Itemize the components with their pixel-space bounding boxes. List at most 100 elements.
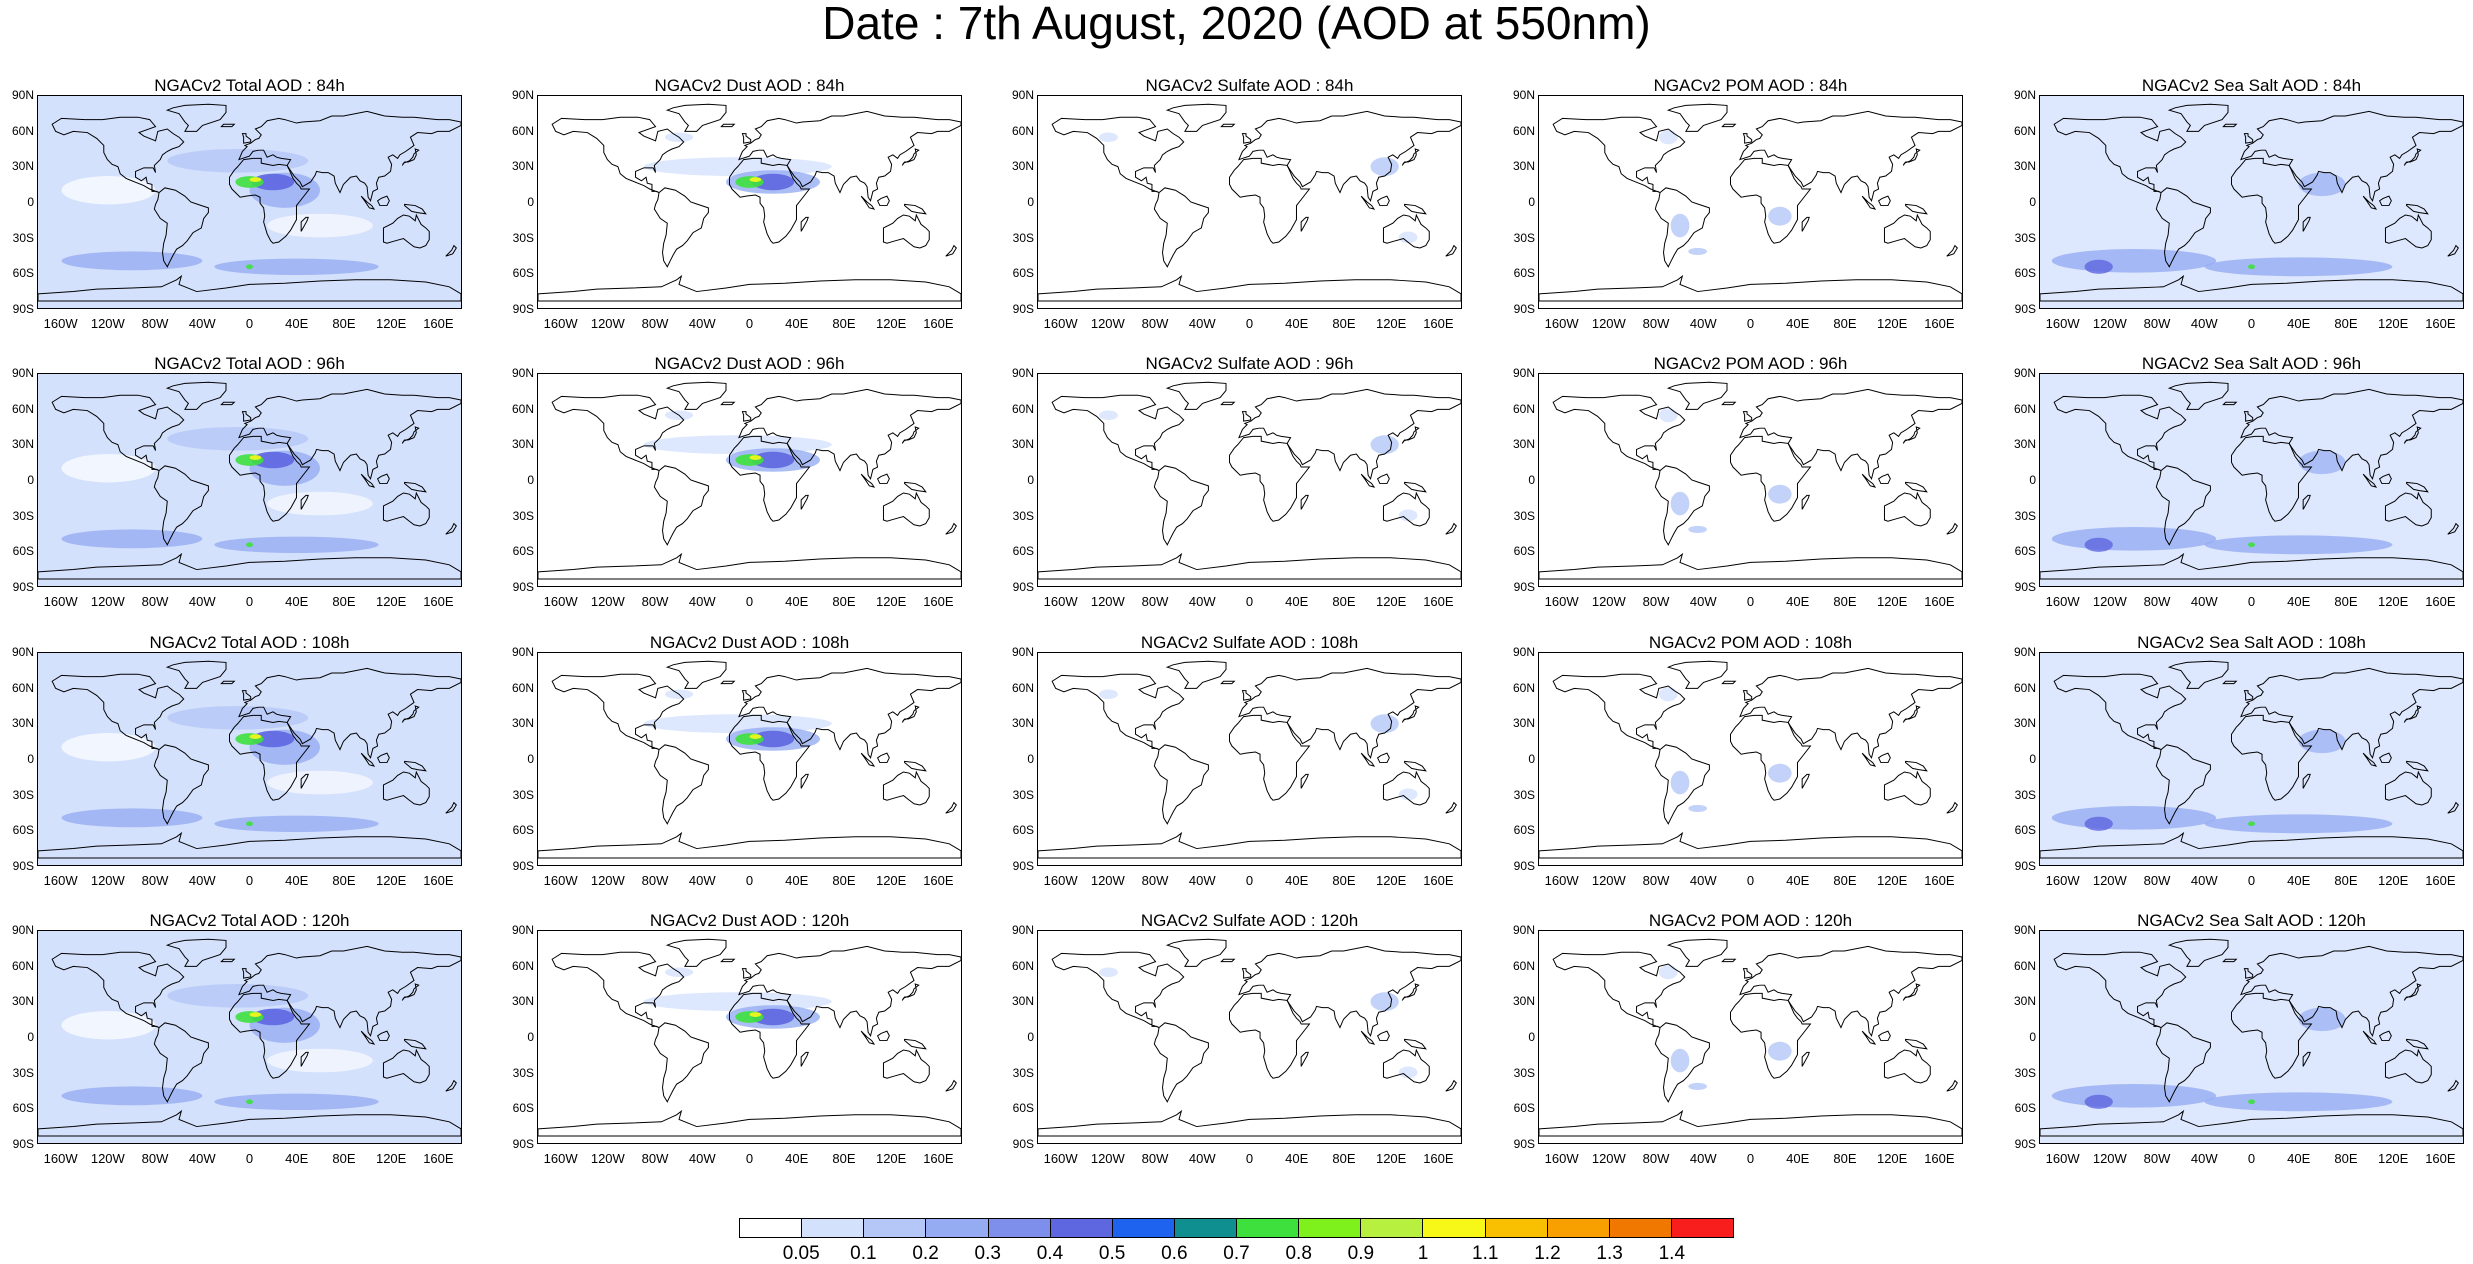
coastline: [653, 465, 709, 546]
latitude-tick-label: 90S: [1012, 302, 1034, 316]
coastline: [945, 522, 957, 535]
aod-plume: [1688, 1082, 1708, 1090]
longitude-tick-label: 40W: [2190, 873, 2218, 888]
coastline: [1801, 1051, 1810, 1067]
longitude-tick-label: 40E: [785, 594, 809, 609]
coastline: [2384, 770, 2432, 806]
coastline: [1729, 157, 1812, 244]
longitude-tick-label: 160E: [423, 594, 454, 609]
colorbar-cell: [1361, 1219, 1424, 1237]
longitude-tick-label: 40E: [785, 1151, 809, 1166]
coastline: [1241, 968, 1252, 979]
map-frame: [37, 95, 462, 309]
longitude-tick-label: 160W: [1043, 316, 1078, 331]
coastline: [376, 1030, 390, 1042]
coastline: [741, 411, 752, 422]
longitude-tick-label: 0: [1245, 873, 1254, 888]
longitude-tick-label: 120W: [1090, 873, 1125, 888]
latitude-tick-label: 30S: [1513, 230, 1535, 245]
latitude-tick-label: 90N: [2013, 645, 2036, 659]
aod-clear-area: [267, 770, 373, 795]
coastline: [1153, 1022, 1209, 1103]
coastline: [1401, 426, 1420, 444]
latitude-tick-label: 0: [527, 195, 534, 209]
map-panel: NGACv2 POM AOD : 96h: [1538, 354, 1963, 594]
coastline: [1739, 110, 1962, 203]
coastline: [2240, 945, 2463, 1038]
latitude-tick-label: 30N: [11, 994, 34, 1009]
aod-plume: [251, 451, 295, 469]
longitude-tick-label: 80E: [1833, 1151, 1857, 1166]
aod-plume-high: [2248, 542, 2255, 548]
latitude-tick-label: 90S: [1012, 859, 1034, 873]
aod-plume-high: [246, 821, 253, 827]
aod-background-field: [2040, 96, 2463, 308]
latitude-tick-label: 90N: [1011, 923, 1034, 937]
latitude-tick-label: 90N: [2013, 923, 2036, 937]
longitude-tick-label: 80E: [1332, 873, 1356, 888]
latitude-tick-label: 60N: [511, 123, 534, 138]
longitude-tick-label: 0: [245, 316, 254, 331]
longitude-tick-label: 160E: [1924, 1151, 1955, 1166]
latitude-tick-label: 30N: [1512, 716, 1535, 731]
longitude-tick-label: 40W: [688, 594, 716, 609]
coastline: [1300, 773, 1309, 789]
longitude-tick-label: 120E: [1375, 594, 1407, 609]
longitude-tick-label: 160E: [423, 316, 454, 331]
longitude-tick-label: 80E: [332, 873, 356, 888]
aod-plume: [1398, 231, 1418, 244]
coastline: [2403, 148, 2422, 166]
longitude-tick-label: 80W: [1141, 594, 1169, 609]
longitude-tick-label: 40W: [1689, 316, 1717, 331]
coastline: [1946, 801, 1958, 814]
map-panel: NGACv2 Dust AOD : 108h: [537, 633, 962, 873]
latitude-tick-label: 30S: [2014, 787, 2036, 802]
coastline: [2243, 411, 2254, 422]
main-title: Date : 7th August, 2020 (AOD at 550nm): [822, 0, 1651, 49]
latitude-tick-label: 60S: [1012, 266, 1034, 281]
coastline: [2230, 714, 2313, 801]
world-map: [38, 96, 461, 308]
aod-plume-peak: [749, 177, 762, 182]
longitude-tick-label: 40W: [1188, 316, 1216, 331]
coastline: [2230, 435, 2313, 522]
coastline: [860, 195, 876, 210]
coastline: [1165, 660, 1227, 689]
longitude-tick-label: 120W: [1090, 1151, 1125, 1166]
aod-plume-high: [246, 1099, 253, 1105]
latitude-tick-label: 30N: [511, 716, 534, 731]
latitude-tick-label: 60S: [1012, 1101, 1034, 1116]
coastline: [882, 213, 930, 249]
longitude-tick-label: 160E: [2425, 873, 2456, 888]
longitude-tick-label: 40W: [188, 1151, 216, 1166]
map-panel: NGACv2 Total AOD : 120h: [37, 911, 462, 1151]
coastline: [2240, 110, 2463, 203]
panel-title: NGACv2 Sea Salt AOD : 120h: [2137, 911, 2366, 930]
longitude-tick-label: 0: [2247, 594, 2256, 609]
coastline: [238, 667, 461, 760]
coastline: [1051, 673, 1185, 751]
coastline: [1552, 673, 1686, 751]
longitude-tick-label: 120W: [2092, 594, 2127, 609]
panel-title: NGACv2 Total AOD : 84h: [154, 76, 345, 95]
coastline: [945, 1079, 957, 1092]
aod-plume: [1670, 491, 1690, 516]
map-frame: [1538, 95, 1963, 309]
coastline: [720, 401, 736, 406]
coastline: [2230, 157, 2313, 244]
map-frame: [537, 95, 962, 309]
coastline: [720, 123, 736, 128]
aod-plume: [1398, 788, 1418, 801]
latitude-tick-label: 90N: [1512, 366, 1535, 380]
world-map: [538, 660, 961, 859]
latitude-tick-label: 90N: [511, 645, 534, 659]
coastline: [876, 195, 890, 207]
longitude-tick-label: 120E: [1375, 873, 1407, 888]
coastline: [1445, 244, 1457, 257]
coastline: [1382, 213, 1430, 249]
latitude-tick-label: 60N: [11, 680, 34, 695]
latitude-tick-label: 0: [27, 473, 34, 487]
coastline: [1360, 1030, 1376, 1045]
coastline: [800, 1051, 809, 1067]
colorbar-label: 0.05: [782, 1243, 820, 1264]
